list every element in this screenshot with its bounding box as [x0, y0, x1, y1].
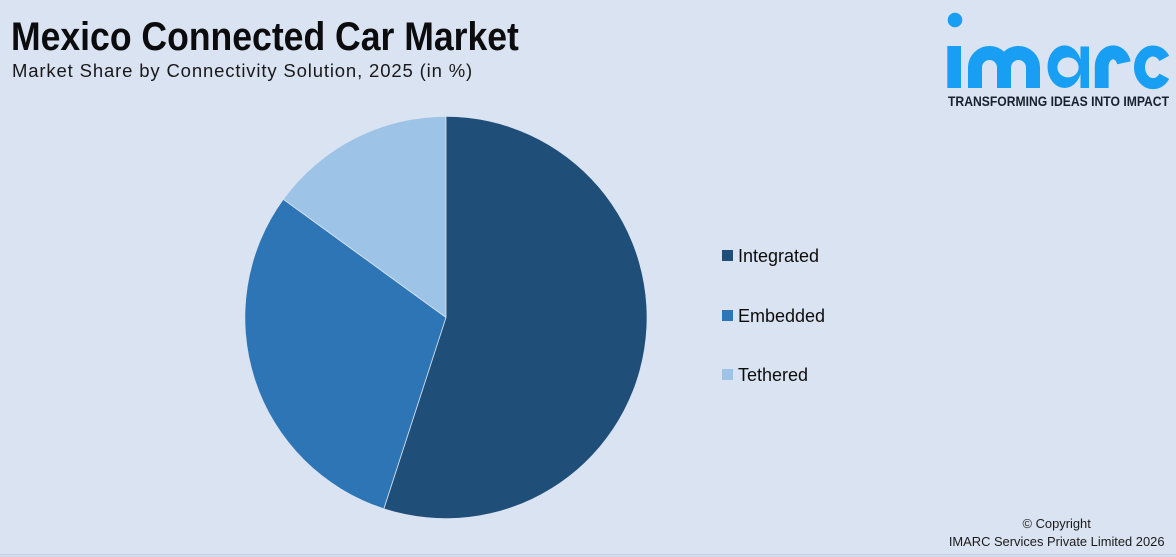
- svg-text:TRANSFORMING IDEAS INTO IMPACT: TRANSFORMING IDEAS INTO IMPACT: [948, 93, 1169, 109]
